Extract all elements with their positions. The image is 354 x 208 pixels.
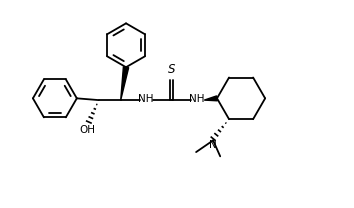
Text: NH: NH — [138, 94, 154, 104]
Text: N: N — [209, 140, 217, 150]
Text: NH: NH — [189, 94, 205, 104]
Text: S: S — [168, 63, 176, 76]
Polygon shape — [121, 67, 129, 100]
Polygon shape — [204, 96, 217, 101]
Text: OH: OH — [79, 125, 95, 135]
